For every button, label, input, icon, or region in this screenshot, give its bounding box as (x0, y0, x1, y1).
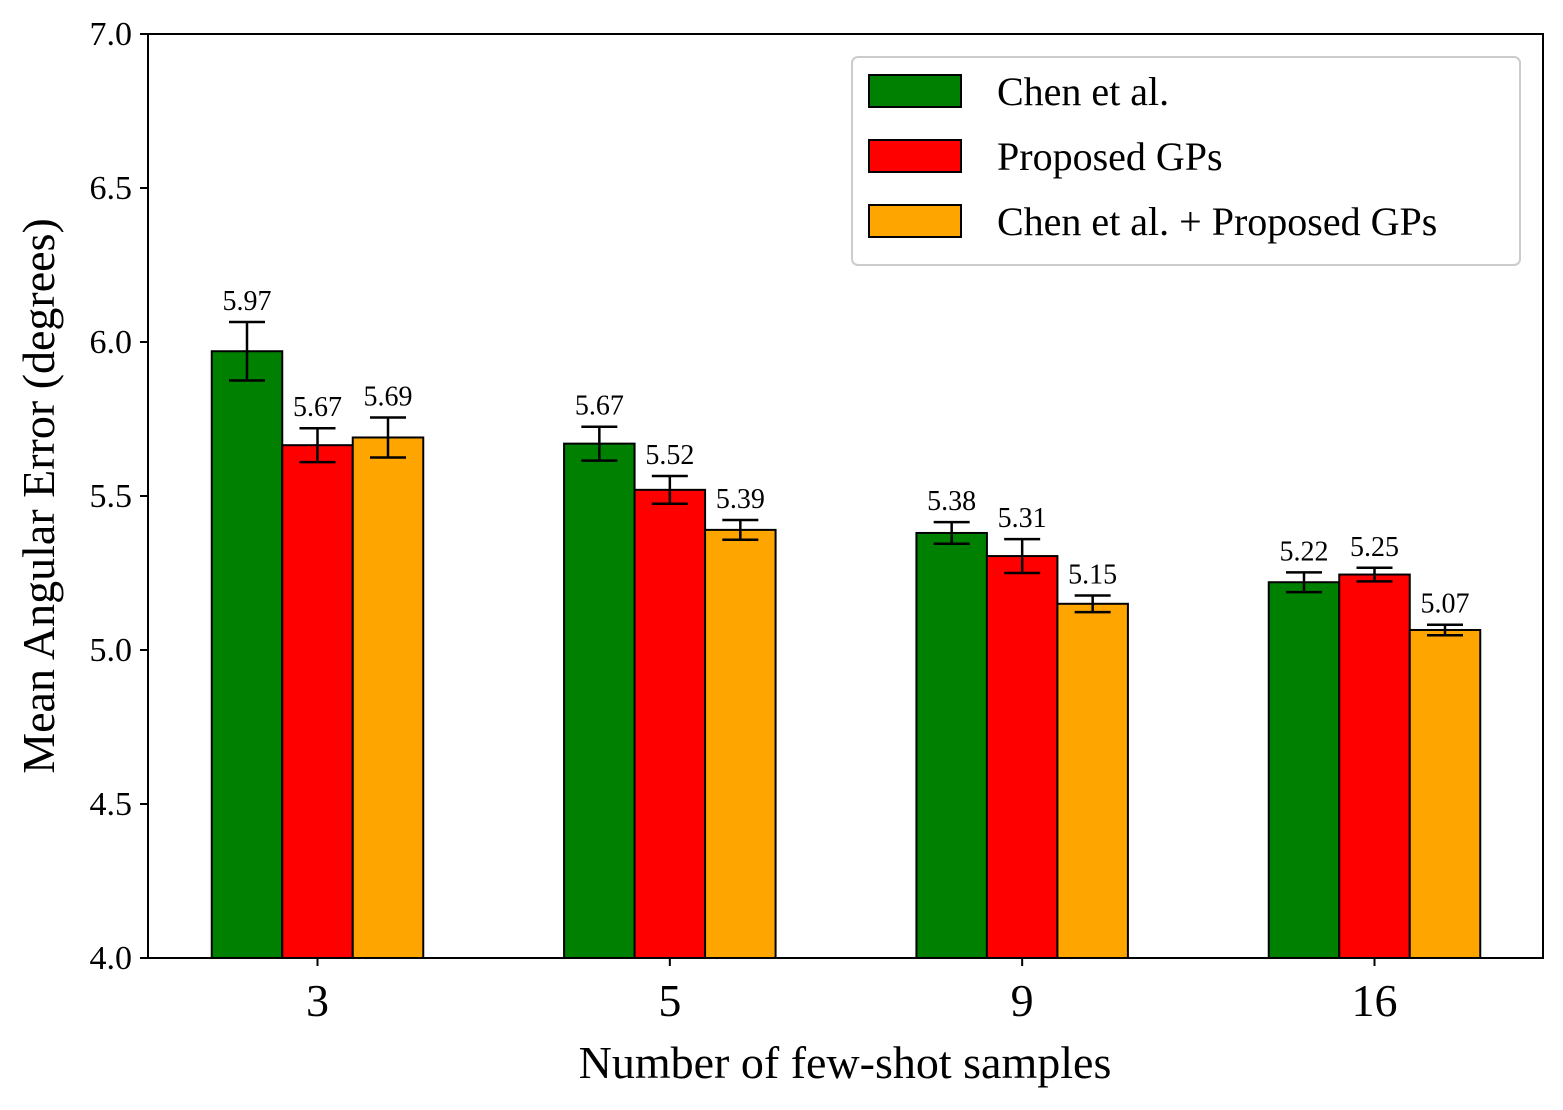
value-label: 5.15 (1068, 559, 1117, 590)
legend-label: Proposed GPs (997, 134, 1223, 179)
bars-group (210, 350, 1482, 960)
x-axis-title: Number of few-shot samples (579, 1037, 1112, 1088)
y-tick-label: 4.5 (90, 786, 133, 823)
legend-swatch (868, 204, 962, 238)
bar (985, 555, 1059, 959)
axes-group: 4.0 4.5 5.0 5.5 6.0 6.5 7.0 3 5 9 16 (90, 16, 1398, 1026)
legend-swatch (868, 74, 962, 108)
y-tick-label: 6.5 (90, 170, 133, 207)
x-tick-label: 16 (1352, 975, 1398, 1026)
value-label: 5.22 (1280, 536, 1329, 567)
value-label: 5.52 (645, 440, 694, 471)
value-label: 5.25 (1350, 532, 1399, 563)
bar (281, 444, 354, 959)
legend: Chen et al. Proposed GPs Chen et al. + Pro… (851, 56, 1521, 266)
legend-box (851, 56, 1521, 266)
value-label: 5.67 (575, 391, 624, 422)
legend-swatch (868, 139, 962, 173)
value-label: 5.97 (223, 286, 272, 317)
value-label: 5.39 (716, 484, 765, 515)
bar (351, 436, 425, 960)
y-tick-label: 7.0 (90, 16, 133, 53)
legend-label: Chen et al. + Proposed GPs (997, 199, 1437, 244)
value-label: 5.69 (364, 381, 413, 412)
bar (1267, 581, 1341, 959)
value-label: 5.67 (293, 392, 342, 423)
value-label: 5.38 (927, 486, 976, 517)
error-bars-group (229, 320, 1463, 637)
y-tick-label: 5.5 (90, 478, 133, 515)
y-tick-label: 6.0 (90, 324, 133, 361)
bar (563, 442, 636, 959)
bar (210, 350, 284, 959)
bar (704, 528, 777, 959)
y-tick-label: 4.0 (90, 940, 133, 977)
bar (633, 488, 707, 959)
bar (1056, 602, 1129, 959)
x-tick-label: 9 (1011, 975, 1034, 1026)
y-tick-label: 5.0 (90, 632, 133, 669)
bar (915, 531, 988, 960)
value-labels-group: 5.97 5.67 5.38 5.22 5.67 5.52 5.31 5.25 5.69 5.39… (223, 286, 1470, 620)
legend-label: Chen et al. (997, 69, 1169, 114)
bar (1338, 573, 1411, 959)
x-tick-label: 5 (658, 975, 681, 1026)
bar (1408, 628, 1482, 959)
x-tick-label: 3 (306, 975, 329, 1026)
value-label: 5.07 (1421, 589, 1470, 620)
value-label: 5.31 (998, 503, 1047, 534)
y-axis-title: Mean Angular Error (degrees) (13, 218, 64, 774)
